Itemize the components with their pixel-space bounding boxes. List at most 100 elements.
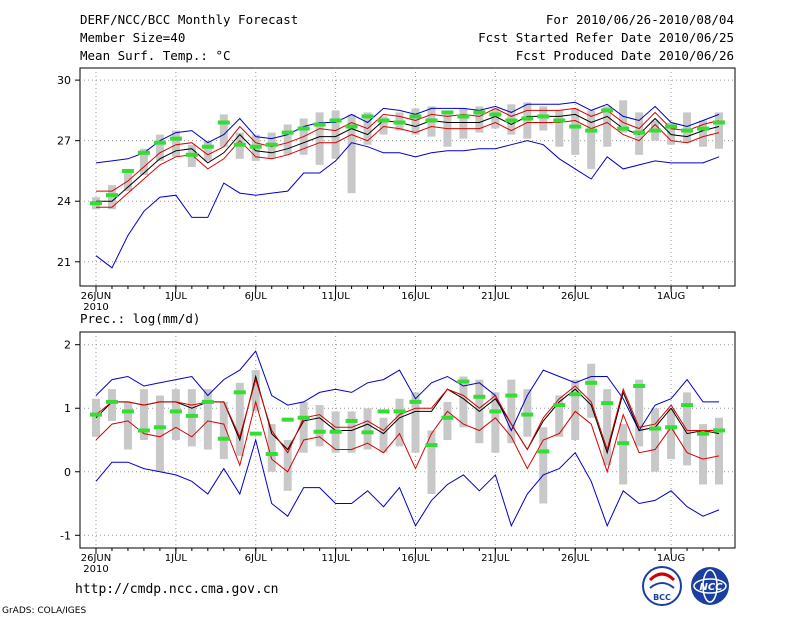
temp-ensemble-box <box>683 112 692 143</box>
temp-obs-marker <box>409 114 422 119</box>
temp-ensemble-box <box>459 108 468 139</box>
prec-ytick-label: 1 <box>64 402 71 415</box>
prec-ensemble-box <box>651 408 660 472</box>
prec-obs-marker <box>217 436 230 441</box>
prec-obs-marker <box>361 430 374 435</box>
temp-series-lower <box>95 140 720 269</box>
prec-obs-marker <box>697 431 710 436</box>
temp-xtick-label: 1AUG <box>657 291 685 302</box>
prec-obs-marker <box>521 412 534 417</box>
prec-obs-marker <box>649 426 662 431</box>
prec-ensemble-box <box>667 408 676 460</box>
temp-ensemble-box <box>283 124 292 155</box>
chart-title: DERF/NCC/BCC Monthly Forecast <box>80 12 299 27</box>
temp-ensemble-box <box>107 185 116 210</box>
prec-ensemble-box <box>539 427 548 504</box>
prec-year-label: 2010 <box>83 564 108 575</box>
temp-xtick-label: 6JUL <box>245 291 268 302</box>
prec-obs-marker <box>473 394 486 399</box>
fcst-started-date: Fcst Started Refer Date 2010/06/25 <box>478 30 734 45</box>
temp-obs-marker <box>249 144 262 149</box>
temp-ensemble-box <box>475 106 484 133</box>
prec-ensemble-box <box>363 408 372 450</box>
prec-ensemble-box <box>235 382 244 456</box>
prec-obs-marker <box>105 399 118 404</box>
prec-obs-marker <box>617 441 630 446</box>
bcc-logo: BCC <box>642 566 682 606</box>
temp-ensemble-box <box>171 130 180 157</box>
temp-obs-marker <box>489 112 502 117</box>
prec-ensemble-box <box>587 363 596 418</box>
temp-obs-marker <box>313 122 326 127</box>
temp-ensemble-box <box>331 110 340 159</box>
prec-ensemble-box <box>395 398 404 447</box>
temp-obs-marker <box>105 193 118 198</box>
temp-ensemble-box <box>491 108 500 129</box>
panel-title-precipitation: Prec.: log(mm/d) <box>80 311 201 326</box>
temp-obs-marker <box>457 114 470 119</box>
prec-obs-marker <box>601 401 614 406</box>
temp-obs-marker <box>681 128 694 133</box>
member-size: Member Size=40 <box>80 30 186 45</box>
ncc-logo-text: NCC <box>699 582 723 593</box>
temp-obs-marker <box>329 118 342 123</box>
prec-obs-marker <box>713 428 725 433</box>
website-url[interactable]: http://cmdp.ncc.cma.gov.cn <box>75 582 279 597</box>
prec-ensemble-box <box>443 401 452 440</box>
prec-obs-marker <box>585 380 598 385</box>
prec-ytick-label: 0 <box>64 466 71 479</box>
prec-xtick-label: 11JUL <box>321 553 350 564</box>
prec-xtick-label: 1JUL <box>165 553 188 564</box>
prec-series-mean <box>95 374 720 455</box>
prec-obs-marker <box>137 428 150 433</box>
temp-obs-marker <box>585 128 598 133</box>
prec-ensemble-box <box>107 389 116 421</box>
prec-obs-marker <box>537 449 550 454</box>
prec-obs-marker <box>249 431 262 436</box>
prec-obs-marker <box>553 403 566 408</box>
temp-obs-marker <box>505 118 518 123</box>
ncc-logo: NCC <box>691 567 729 605</box>
temp-ensemble-box <box>219 114 228 147</box>
prec-obs-marker <box>569 392 582 397</box>
bcc-logo-text: BCC <box>653 593 671 602</box>
prec-ytick-label: 2 <box>64 339 71 352</box>
temp-ensemble-box <box>667 122 676 145</box>
temp-ytick-label: 30 <box>57 74 71 87</box>
temp-xtick-label: 11JUL <box>321 291 350 302</box>
temp-obs-marker <box>153 140 166 145</box>
temp-plot-frame <box>79 67 736 287</box>
prec-obs-marker <box>681 403 694 408</box>
temp-ensemble-box <box>155 134 164 161</box>
prec-ensemble-box <box>315 405 324 447</box>
temp-ensemble-box <box>715 112 723 149</box>
temp-obs-marker <box>665 124 678 129</box>
temp-ensemble-box <box>379 116 388 135</box>
temp-obs-marker <box>217 120 230 125</box>
temp-obs-marker <box>633 130 646 135</box>
prec-ensemble-box <box>715 417 723 485</box>
fcst-produced-date: Fcst Produced Date 2010/06/26 <box>515 48 734 63</box>
prec-ensemble-box <box>171 389 180 440</box>
temp-ensemble-box <box>587 110 596 169</box>
temp-series-upper <box>95 101 720 164</box>
temp-obs-marker <box>201 144 214 149</box>
temp-ensemble-box <box>539 106 548 131</box>
temp-obs-marker <box>233 142 246 147</box>
temp-xtick-label: 26JUN <box>81 291 111 302</box>
prec-series-upper <box>95 350 719 432</box>
temp-obs-marker <box>137 150 150 155</box>
prec-ensemble-box <box>347 411 356 453</box>
temp-ensemble-box <box>699 120 708 147</box>
prec-ensemble-box <box>459 376 468 428</box>
temp-series-mean <box>96 113 720 202</box>
prec-xtick-label: 1AUG <box>657 553 685 564</box>
prec-obs-marker <box>377 409 390 414</box>
prec-ensemble-box <box>555 395 564 437</box>
prec-ensemble-box <box>123 401 132 450</box>
prec-obs-marker <box>409 399 422 404</box>
prec-xtick-label: 21JUL <box>481 553 510 564</box>
prec-ensemble-box <box>507 379 516 444</box>
temp-xtick-label: 1JUL <box>165 291 188 302</box>
